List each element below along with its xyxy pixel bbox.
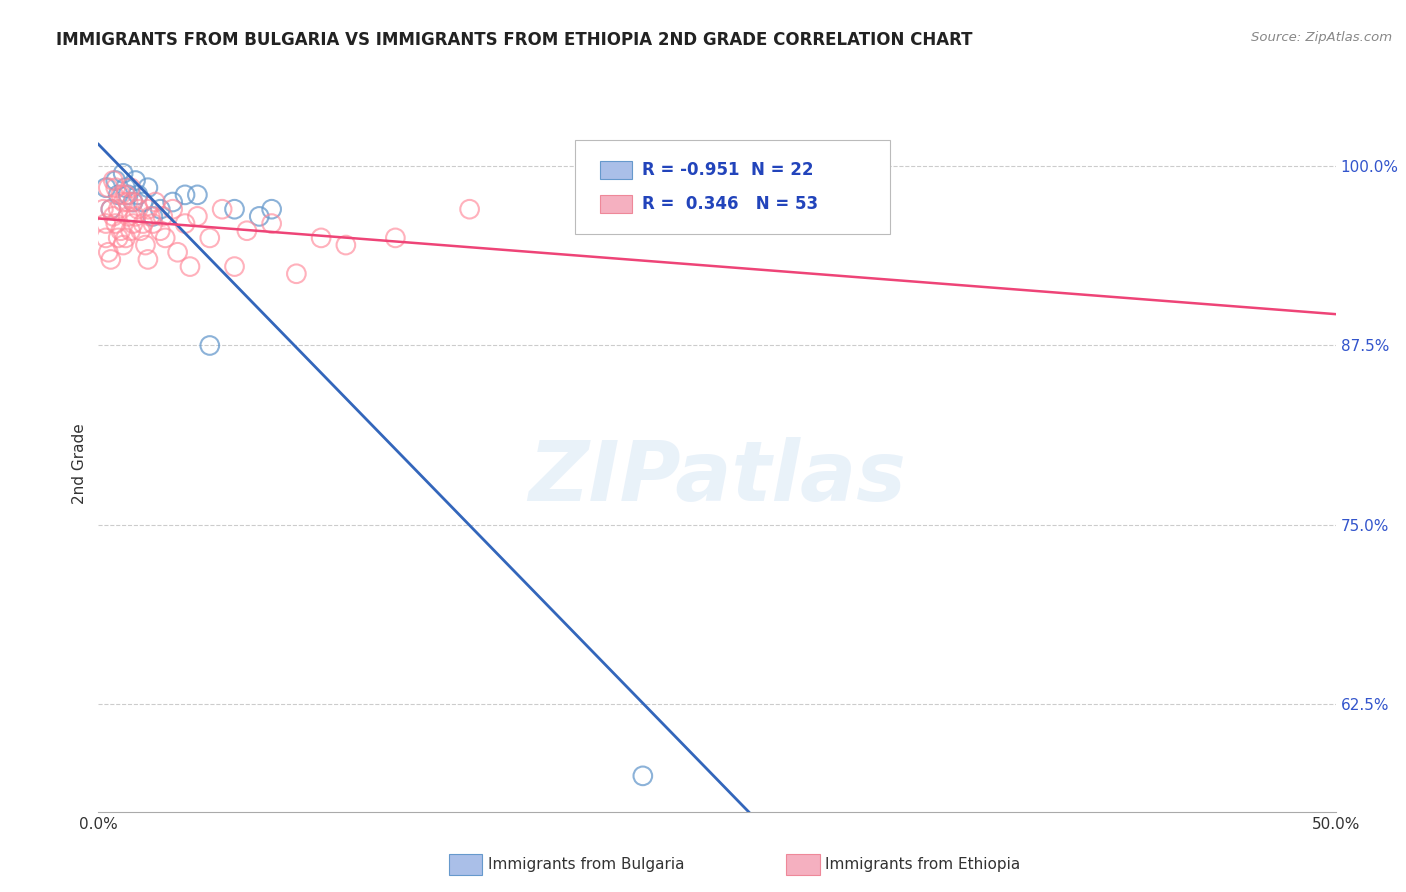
Y-axis label: 2nd Grade: 2nd Grade — [72, 424, 87, 504]
Point — [247, 210, 270, 224]
Point — [100, 202, 122, 217]
Point — [110, 187, 132, 202]
Point — [97, 180, 120, 194]
Text: ZIPatlas: ZIPatlas — [529, 437, 905, 518]
Point — [117, 187, 139, 202]
Point — [224, 260, 246, 274]
Text: R =  0.346   N = 53: R = 0.346 N = 53 — [641, 195, 818, 213]
Point — [236, 224, 259, 238]
Point — [136, 252, 159, 267]
Point — [198, 231, 221, 245]
Point — [112, 238, 135, 252]
Point — [94, 231, 117, 245]
Point — [186, 187, 208, 202]
FancyBboxPatch shape — [599, 195, 631, 213]
Point — [162, 202, 184, 217]
Point — [142, 217, 165, 231]
Text: Immigrants from Ethiopia: Immigrants from Ethiopia — [825, 857, 1021, 871]
Point — [122, 217, 145, 231]
Point — [143, 194, 166, 209]
Point — [114, 180, 136, 194]
Point — [104, 173, 127, 187]
Point — [335, 238, 357, 252]
Point — [260, 202, 283, 217]
Point — [114, 231, 136, 245]
Point — [112, 194, 135, 209]
Point — [122, 194, 145, 209]
Text: Immigrants from Bulgaria: Immigrants from Bulgaria — [488, 857, 685, 871]
Point — [285, 267, 308, 281]
Point — [94, 217, 117, 231]
Point — [162, 194, 184, 209]
Point — [174, 187, 197, 202]
Point — [186, 210, 208, 224]
Text: IMMIGRANTS FROM BULGARIA VS IMMIGRANTS FROM ETHIOPIA 2ND GRADE CORRELATION CHART: IMMIGRANTS FROM BULGARIA VS IMMIGRANTS F… — [56, 31, 973, 49]
Point — [309, 231, 332, 245]
Point — [104, 217, 127, 231]
Point — [631, 769, 654, 783]
Point — [132, 217, 155, 231]
Point — [100, 202, 122, 217]
Point — [107, 231, 129, 245]
Point — [104, 180, 127, 194]
Point — [94, 180, 117, 194]
Point — [136, 180, 159, 194]
Point — [136, 202, 159, 217]
Point — [93, 202, 115, 217]
Point — [139, 210, 162, 224]
Point — [149, 202, 172, 217]
Point — [114, 187, 136, 202]
Point — [127, 202, 149, 217]
Point — [103, 210, 125, 224]
Point — [260, 217, 283, 231]
Point — [179, 260, 201, 274]
Point — [384, 231, 406, 245]
Point — [224, 202, 246, 217]
Point — [117, 210, 139, 224]
Point — [149, 224, 172, 238]
Point — [120, 224, 142, 238]
Point — [97, 245, 120, 260]
Point — [107, 202, 129, 217]
Point — [120, 180, 142, 194]
Point — [117, 194, 139, 209]
Point — [142, 210, 165, 224]
Point — [211, 202, 233, 217]
Point — [198, 338, 221, 352]
Point — [134, 238, 156, 252]
Text: Source: ZipAtlas.com: Source: ZipAtlas.com — [1251, 31, 1392, 45]
Text: R = -0.951  N = 22: R = -0.951 N = 22 — [641, 161, 813, 179]
Point — [155, 231, 177, 245]
Point — [174, 217, 197, 231]
Point — [132, 194, 155, 209]
Point — [124, 210, 146, 224]
Point — [458, 202, 481, 217]
Point — [110, 224, 132, 238]
FancyBboxPatch shape — [599, 161, 631, 179]
Point — [100, 252, 122, 267]
Point — [112, 166, 135, 180]
FancyBboxPatch shape — [575, 140, 890, 235]
Point — [124, 173, 146, 187]
Point — [129, 224, 152, 238]
Point — [107, 187, 129, 202]
Point — [152, 210, 174, 224]
Point — [166, 245, 188, 260]
Point — [122, 194, 145, 209]
Point — [103, 173, 125, 187]
Point — [127, 187, 149, 202]
